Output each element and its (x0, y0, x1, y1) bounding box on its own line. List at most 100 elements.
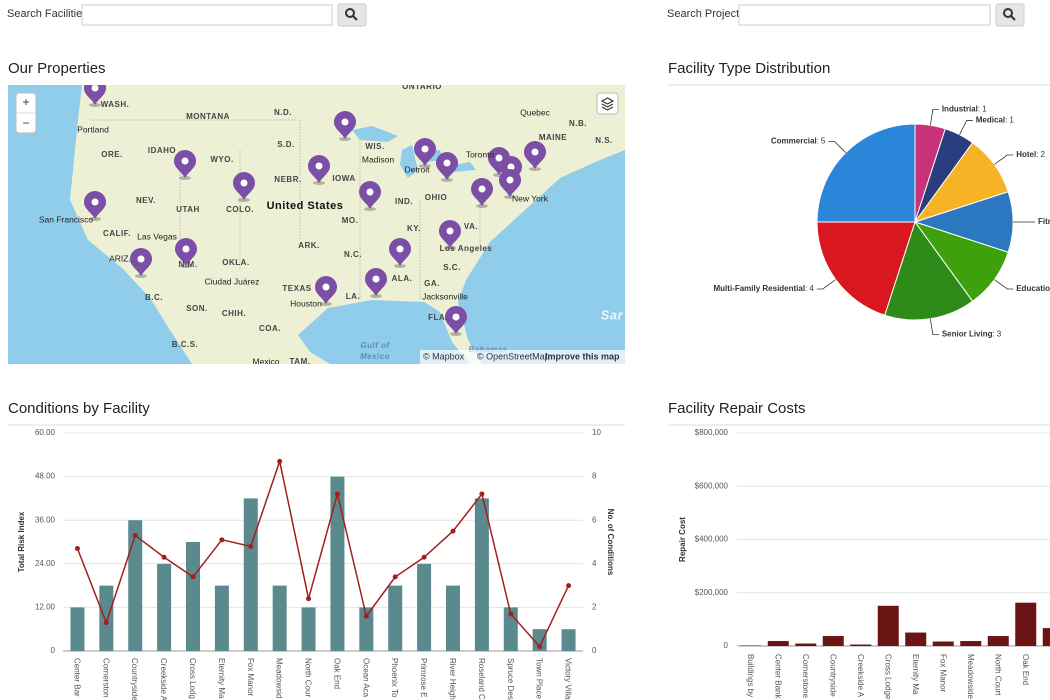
map-label: NEV. (136, 196, 156, 205)
map-pin[interactable] (84, 191, 106, 219)
map-label: OKLA. (222, 258, 249, 267)
search-button[interactable] (337, 3, 367, 27)
point (219, 537, 225, 543)
map-label: Las Vegas (137, 231, 177, 241)
bar (474, 498, 489, 651)
category-name: Senior Living (942, 330, 993, 339)
map-label: KY. (407, 224, 421, 233)
x-tick-label: Ocean Acad (1048, 654, 1050, 698)
point (190, 574, 196, 580)
map-label: TEXAS (282, 284, 311, 293)
leader-line (994, 279, 1014, 290)
value-label: 4 (809, 284, 814, 293)
bar (301, 607, 316, 651)
attribution[interactable]: Improve this map (545, 351, 620, 361)
y2-tick-label: 6 (592, 515, 597, 524)
y-tick-label: $800,000 (695, 428, 729, 437)
value-label: 2 (1040, 150, 1045, 159)
y-tick-label: $400,000 (695, 535, 729, 544)
map-label: Gulf of (360, 341, 390, 350)
separator: : (993, 330, 995, 339)
map-pin[interactable] (334, 110, 356, 139)
map-label: N.D. (274, 108, 292, 117)
y-tick-label: 48.00 (35, 472, 56, 481)
map-label: Ciudad Juárez (205, 276, 260, 286)
map-pin[interactable] (445, 306, 467, 334)
attribution[interactable]: © Mapbox (423, 351, 465, 361)
section-title: Facility Repair Costs (668, 400, 806, 417)
x-tick-label: Primrose E (419, 658, 428, 698)
y-tick-label: 24.00 (35, 559, 56, 568)
search-button[interactable] (995, 3, 1025, 27)
point (566, 583, 572, 589)
layers-button[interactable] (596, 92, 619, 115)
bar (243, 498, 258, 651)
pie-label: Multi-Family Residential: 4 (714, 284, 815, 293)
map-pin[interactable] (389, 238, 411, 266)
map-pin[interactable] (524, 141, 546, 169)
zoom-in[interactable]: + (22, 95, 29, 109)
bar (388, 585, 403, 651)
map-label: Jacksonville (422, 291, 468, 301)
pin-dot (137, 255, 145, 263)
y-tick-label: 0 (51, 646, 56, 655)
map-pin[interactable] (499, 169, 521, 197)
pie-label: Senior Living: 3 (942, 330, 1002, 339)
bar (186, 542, 200, 651)
map-pin[interactable] (471, 178, 493, 206)
pin-dot (506, 176, 514, 184)
map-pin[interactable] (439, 220, 461, 248)
map-label: Madison (362, 154, 394, 164)
map-pin[interactable] (174, 150, 196, 178)
map-label: S.C. (443, 263, 461, 272)
bar (932, 641, 954, 646)
map-pin[interactable] (130, 248, 152, 276)
point (277, 458, 283, 464)
y2-tick-label: 8 (592, 472, 597, 481)
attribution[interactable]: © OpenStreetMap (477, 351, 550, 361)
y-tick-label: 12.00 (35, 603, 56, 612)
separator: : (805, 284, 807, 293)
bar (128, 520, 143, 651)
map-label: WASH. (101, 100, 130, 109)
section-title: Our Properties (8, 60, 106, 77)
map-label: Mexico (360, 352, 390, 361)
map-pin[interactable] (84, 77, 106, 105)
x-tick-label: Creekside A (159, 658, 168, 700)
y2-tick-label: 4 (592, 559, 597, 568)
map-label: ONTARIO (402, 82, 442, 91)
map-pin[interactable] (436, 152, 458, 180)
bar (795, 643, 817, 646)
zoom-control[interactable]: + − (15, 92, 37, 134)
x-tick-label: Meadowside (966, 654, 975, 699)
map-pin[interactable] (175, 238, 197, 266)
y-tick-label: 0 (724, 641, 729, 650)
x-tick-label: Fox Manor (938, 654, 947, 693)
map-pin[interactable] (233, 172, 255, 200)
pie-label: Industrial: 1 (942, 105, 987, 114)
zoom-out[interactable]: − (22, 116, 29, 130)
x-tick-label: North Court (993, 654, 1002, 696)
pin-dot (396, 245, 404, 253)
pie-label: Education:2 (1016, 284, 1050, 293)
value-label: 1 (982, 105, 987, 114)
search-input[interactable] (738, 4, 991, 26)
value-label: 1 (1009, 116, 1014, 125)
point (421, 554, 427, 560)
x-tick-label: Spruce Des (506, 658, 515, 700)
map-pin[interactable] (315, 276, 337, 304)
bar (1042, 628, 1050, 646)
point (479, 491, 485, 497)
map-label: MAINE (539, 133, 567, 142)
map-pin[interactable] (414, 138, 436, 166)
category-name: Education (1016, 284, 1050, 293)
x-tick-label: Roseland C (477, 658, 486, 700)
map-label: Houston (290, 298, 322, 308)
map-pin[interactable] (365, 268, 387, 296)
search-input[interactable] (81, 4, 333, 26)
x-tick-label: Eternity Ma (217, 658, 226, 699)
map-pin[interactable] (308, 155, 330, 183)
map-pin[interactable] (359, 181, 381, 209)
